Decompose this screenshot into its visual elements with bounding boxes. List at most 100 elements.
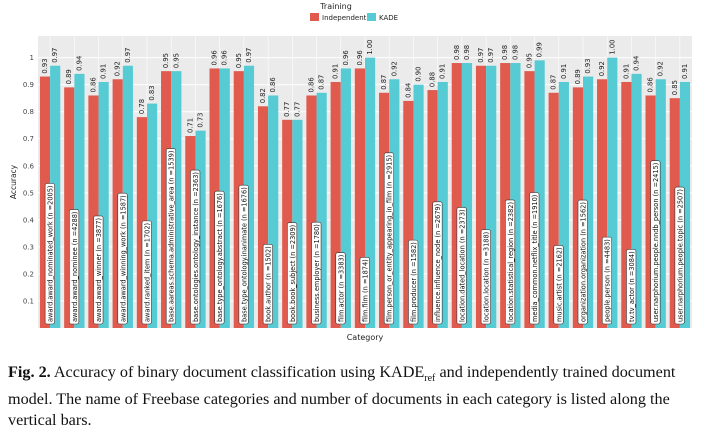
category-label-box xyxy=(432,201,443,325)
category-label: organization.organization (n =1562) xyxy=(577,199,588,325)
value-label-independent: 0.71 xyxy=(186,118,194,133)
caption-text-1: Accuracy of binary document classificati… xyxy=(50,363,425,381)
category-label-text: award.ranked_item (n =1702) xyxy=(144,223,152,322)
category-label: award.award_nominated_work (n =2005) xyxy=(44,183,55,325)
category-label-text: user.narphorium.people.nndb_person (n =2… xyxy=(652,163,660,322)
category-label-box xyxy=(165,148,177,325)
value-label-kade: 0.98 xyxy=(463,45,471,60)
category-label: location.dated_location (n =2373) xyxy=(456,207,467,325)
value-label-kade: 0.92 xyxy=(657,61,665,76)
category-label-box xyxy=(335,252,346,325)
category-label-text: location.dated_location (n =2373) xyxy=(458,209,466,322)
category-label-text: award.award_winning_work (n =1587) xyxy=(119,195,127,322)
value-label-kade: 0.77 xyxy=(293,102,301,117)
category-label-box xyxy=(626,249,637,325)
figure-caption: Fig. 2. Accuracy of binary document clas… xyxy=(8,362,703,431)
category-label-box xyxy=(601,236,613,325)
category-label-box xyxy=(69,209,80,325)
bar-kade xyxy=(340,68,351,328)
y-tick-label: 0.4 xyxy=(23,216,35,224)
value-label-independent: 0.95 xyxy=(235,53,243,68)
bar-kade xyxy=(583,76,594,328)
category-label-box xyxy=(190,169,201,325)
value-label-independent: 0.96 xyxy=(356,50,364,65)
bar-kade xyxy=(243,65,255,329)
category-label-box xyxy=(93,215,104,325)
value-label-independent: 0.89 xyxy=(65,69,73,84)
caption-subscript: ref xyxy=(424,373,436,385)
value-label-independent: 0.84 xyxy=(404,83,412,98)
category-label: film.producer (n =1582) xyxy=(408,239,419,325)
category-label-text: film.person_or_entity_appearing_in_film … xyxy=(386,155,394,322)
category-label: location.statistical_region (n =2382) xyxy=(505,199,516,325)
bar-kade xyxy=(122,65,133,329)
bar-kade xyxy=(74,73,85,328)
category-label-box xyxy=(359,256,370,325)
category-label-text: user.narphorium.people.topic (n =2507) xyxy=(676,189,684,322)
y-tick-label: 0.7 xyxy=(23,135,34,143)
bar-kade xyxy=(631,73,642,328)
value-label-kade: 0.97 xyxy=(245,48,253,63)
bar-kade xyxy=(655,79,666,328)
value-label-independent: 0.97 xyxy=(477,48,485,63)
y-tick-label: 0.9 xyxy=(23,81,34,89)
value-label-kade: 0.91 xyxy=(560,64,568,79)
bar-independent xyxy=(621,81,632,329)
value-label-independent: 0.98 xyxy=(501,45,509,60)
category-label: business.employer (n =1780) xyxy=(311,221,322,325)
caption-text-2: and independently trained document model… xyxy=(8,363,676,430)
y-tick-label: 0.2 xyxy=(23,270,34,278)
bar-kade xyxy=(534,60,545,328)
accuracy-bar-chart: 0.10.20.30.40.50.60.70.80.910.930.97awar… xyxy=(9,2,692,342)
y-tick-label: 0.6 xyxy=(23,162,35,170)
category-label: book.book_subject (n =2309) xyxy=(287,222,298,325)
bar-independent xyxy=(88,95,99,329)
bar-kade xyxy=(510,63,521,328)
value-label-kade: 0.95 xyxy=(172,53,180,68)
value-label-kade: 0.98 xyxy=(511,45,519,60)
value-label-independent: 0.98 xyxy=(453,45,461,60)
value-label-kade: 0.86 xyxy=(269,77,277,92)
bar-kade xyxy=(461,63,473,328)
category-label: user.narphorium.people.topic (n =2507) xyxy=(674,186,685,325)
category-label-box xyxy=(238,184,249,325)
category-label: award.award_nominee (n =4288) xyxy=(69,209,80,325)
category-label: film.actor (n =3383) xyxy=(335,252,346,325)
value-label-independent: 0.87 xyxy=(550,75,558,90)
bar-kade xyxy=(268,95,279,329)
bar-kade xyxy=(558,81,569,329)
value-label-kade: 0.91 xyxy=(439,64,447,79)
category-label-text: people.person (n =4483) xyxy=(604,239,612,322)
value-label-independent: 0.86 xyxy=(647,77,655,92)
value-label-independent: 0.92 xyxy=(114,61,122,76)
category-label-box xyxy=(383,152,395,325)
bar-kade xyxy=(413,84,424,329)
category-label-text: film.actor (n =3383) xyxy=(337,255,345,322)
legend-swatch-independent xyxy=(310,13,319,21)
value-label-independent: 0.85 xyxy=(671,80,679,95)
category-label-text: award.award_nominated_work (n =2005) xyxy=(47,186,55,323)
category-label-box xyxy=(456,207,467,325)
category-label: media_common.netflix_title (n =1910) xyxy=(529,192,540,325)
figure-label: Fig. 2. xyxy=(8,363,51,381)
value-label-kade: 0.97 xyxy=(487,48,495,63)
value-label-independent: 0.91 xyxy=(622,64,630,79)
legend-label-independent: Independent xyxy=(322,14,367,22)
value-label-independent: 0.82 xyxy=(259,88,267,103)
value-label-kade: 0.96 xyxy=(221,50,229,65)
bar-kade xyxy=(195,130,206,328)
legend-label-kade: KADE xyxy=(379,14,398,22)
value-label-kade: 1.00 xyxy=(366,39,374,54)
value-label-kade: 0.87 xyxy=(318,75,326,90)
value-label-kade: 0.96 xyxy=(342,50,350,65)
value-label-kade: 0.83 xyxy=(148,85,156,100)
bar-kade xyxy=(365,57,376,328)
value-label-kade: 0.73 xyxy=(197,112,205,127)
category-label-box xyxy=(117,192,128,325)
category-label: music.artist (n =2162) xyxy=(553,245,564,325)
y-tick-label: 0.8 xyxy=(23,108,34,116)
category-label-text: base.type_ontology.inanimate (n =1676) xyxy=(240,187,248,322)
bar-independent xyxy=(330,81,341,329)
category-label-text: tv.tv_actor (n =3084) xyxy=(628,251,636,322)
y-tick-label: 0.5 xyxy=(23,189,34,197)
